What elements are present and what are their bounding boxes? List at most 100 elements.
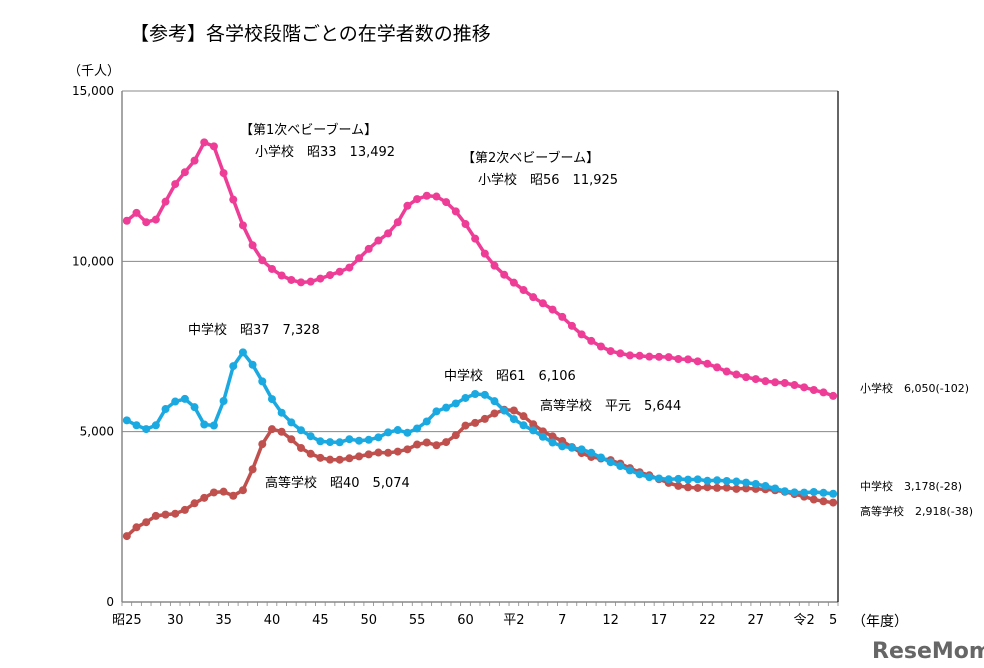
data-point <box>771 484 780 493</box>
y-tick-label: 15,000 <box>72 84 114 98</box>
data-point <box>355 436 364 445</box>
data-point <box>693 357 702 366</box>
data-point <box>238 486 247 495</box>
x-tick-label: 17 <box>651 613 668 628</box>
data-point <box>393 218 402 227</box>
data-point <box>809 386 818 395</box>
data-point <box>267 395 276 404</box>
data-point <box>267 425 276 434</box>
data-point <box>587 448 596 457</box>
data-point <box>432 192 441 201</box>
data-point <box>809 487 818 496</box>
data-point <box>655 474 663 483</box>
data-point <box>461 393 470 402</box>
data-point <box>209 488 218 497</box>
data-point <box>161 405 170 414</box>
data-point <box>171 509 180 518</box>
data-point <box>490 409 499 418</box>
data-point <box>297 443 305 452</box>
data-point <box>548 432 557 441</box>
data-point <box>171 180 180 189</box>
data-point <box>209 421 218 430</box>
data-point <box>442 438 451 447</box>
data-point <box>703 359 712 368</box>
data-point <box>200 138 209 147</box>
x-tick-label: 45 <box>312 613 329 628</box>
x-tick-label: 5 <box>829 613 837 628</box>
data-point <box>461 421 470 430</box>
data-point <box>287 418 296 427</box>
data-point <box>345 263 354 272</box>
data-point <box>384 229 393 238</box>
data-point <box>529 426 538 435</box>
data-point <box>287 435 296 444</box>
data-point <box>645 352 654 361</box>
data-point <box>142 518 151 527</box>
annotation-boom1-title: 【第1次ベビーブーム】 <box>240 122 377 138</box>
data-point <box>790 488 799 497</box>
data-point <box>209 142 218 151</box>
data-point <box>306 449 315 458</box>
x-tick-label: 22 <box>699 613 716 628</box>
data-point <box>732 370 741 379</box>
data-point <box>558 442 567 451</box>
data-point <box>403 201 412 210</box>
annotation-hs-peak1: 高等学校 昭40 5,074 <box>265 475 410 491</box>
data-point <box>384 428 393 437</box>
data-point <box>403 428 412 437</box>
data-point <box>538 432 547 441</box>
end-label-elementary: 小学校 6,050(-102) <box>860 381 969 395</box>
data-point <box>693 483 702 492</box>
data-point <box>587 336 596 345</box>
data-point <box>364 435 373 444</box>
y-tick-label: 5,000 <box>80 425 114 439</box>
data-point <box>180 168 189 177</box>
data-point <box>316 453 325 462</box>
data-point <box>577 330 586 339</box>
series-0 <box>122 138 838 400</box>
data-point <box>471 234 480 243</box>
data-point <box>567 443 576 452</box>
data-point <box>742 373 751 382</box>
data-point <box>122 532 131 541</box>
data-point <box>335 438 344 447</box>
data-point <box>490 397 499 406</box>
data-point <box>287 275 296 284</box>
data-point <box>538 299 547 308</box>
data-point <box>393 426 402 435</box>
data-point <box>500 270 509 279</box>
data-point <box>722 367 731 376</box>
data-point <box>742 484 751 493</box>
data-point <box>451 431 460 440</box>
data-point <box>297 426 305 435</box>
data-point <box>258 256 267 265</box>
data-point <box>132 523 141 532</box>
data-point <box>451 399 460 408</box>
data-point <box>316 437 325 446</box>
data-point <box>316 274 325 283</box>
x-tick-label: 40 <box>264 613 281 628</box>
data-point <box>384 448 393 457</box>
data-point <box>161 197 170 206</box>
data-point <box>422 417 431 426</box>
data-point <box>529 420 538 429</box>
data-point <box>364 450 373 459</box>
data-point <box>171 397 180 406</box>
data-point <box>180 505 189 514</box>
data-point <box>335 455 344 464</box>
data-point <box>548 305 557 314</box>
data-point <box>509 415 518 424</box>
data-point <box>442 403 451 412</box>
data-point <box>190 403 199 412</box>
data-point <box>190 499 199 508</box>
data-point <box>471 389 480 398</box>
data-point <box>229 362 238 371</box>
data-point <box>432 407 441 416</box>
data-point <box>258 377 267 386</box>
data-point <box>635 351 644 360</box>
x-tick-label: 昭25 <box>112 613 142 628</box>
data-point <box>413 440 422 449</box>
series-2 <box>122 405 838 541</box>
data-point <box>693 475 702 484</box>
data-point <box>616 349 625 358</box>
